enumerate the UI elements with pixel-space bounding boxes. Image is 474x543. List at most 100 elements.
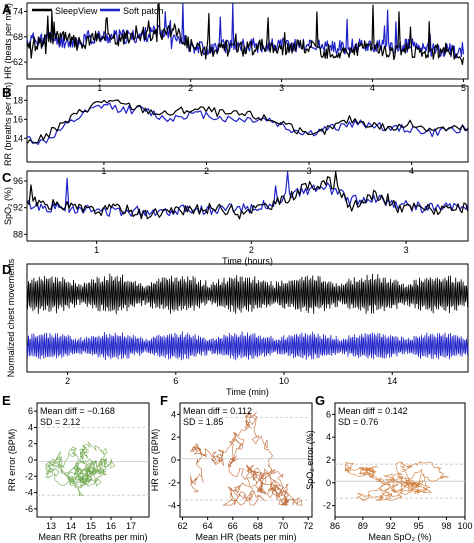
- series-line-sleepview: [26, 3, 465, 66]
- x-tick-label: 1: [94, 245, 99, 255]
- y-tick-label: 2: [28, 439, 33, 449]
- y-axis-label: HR (beats per min): [3, 3, 13, 79]
- y-tick-label: 18: [13, 95, 23, 105]
- bland-altman-points: [345, 461, 449, 501]
- y-tick-label: 62: [13, 57, 23, 67]
- y-axis-label: RR (breaths per min): [3, 82, 13, 166]
- bland-altman-points: [45, 441, 116, 497]
- series-line-sleepview: [26, 273, 469, 315]
- y-tick-label: 6: [326, 409, 331, 419]
- y-tick-label: 16: [13, 114, 23, 124]
- x-tick-label: 89: [358, 521, 368, 531]
- panel-e: 13 14 15 16 17 -6 -4 -2 0 2 4 6 RR error (BPM) Mean R…: [7, 402, 150, 542]
- x-tick-label: 68: [253, 521, 263, 531]
- x-tick-label: 6: [173, 376, 178, 386]
- x-tick-label: 70: [278, 521, 288, 531]
- x-tick-label: 72: [303, 521, 313, 531]
- y-tick-label: -6: [25, 504, 33, 514]
- x-tick-label: 2: [188, 83, 193, 93]
- series-line-softpatch: [26, 331, 469, 361]
- y-axis-label: SpO₂ (%): [3, 187, 13, 225]
- y-tick-label: 4: [28, 422, 33, 432]
- y-tick-label: 2: [326, 455, 331, 465]
- panel-letter-d: D: [2, 262, 11, 277]
- legend-label-sleepview: SleepView: [55, 6, 98, 16]
- y-tick-label: 74: [13, 6, 23, 16]
- sd-label: SD = 1.85: [183, 417, 223, 427]
- y-tick-label: -2: [168, 478, 176, 488]
- x-axis-label: Mean HR (beats per min): [195, 532, 296, 542]
- series-line-softpatch: [26, 3, 465, 59]
- x-tick-label: 100: [457, 521, 472, 531]
- y-tick-label: -4: [25, 488, 33, 498]
- x-tick-label: 98: [441, 521, 451, 531]
- x-tick-label: 10: [279, 376, 289, 386]
- x-tick-label: 14: [66, 521, 76, 531]
- x-axis-label: Mean RR (breaths per min): [38, 532, 147, 542]
- y-axis-label: SpO₂ error (%): [305, 430, 315, 490]
- plot-frame-d: [26, 263, 469, 373]
- mean-diff-label: Mean diff = 0.142: [338, 406, 408, 416]
- plot-frame-b: [26, 85, 469, 163]
- series-line-softpatch: [26, 171, 469, 217]
- y-tick-label: 0: [171, 455, 176, 465]
- y-axis-label: HR error (BPM): [150, 429, 160, 492]
- sd-label: SD = 0.76: [338, 417, 378, 427]
- x-tick-label: 3: [404, 245, 409, 255]
- x-tick-label: 14: [387, 376, 397, 386]
- x-tick-label: 15: [86, 521, 96, 531]
- x-tick-label: 13: [46, 521, 56, 531]
- panel-letter-f: F: [160, 393, 168, 408]
- x-tick-label: 1: [97, 83, 102, 93]
- y-tick-label: 68: [13, 32, 23, 42]
- y-tick-label: 92: [13, 203, 23, 213]
- y-axis-label: Normalized chest movements: [6, 258, 16, 377]
- mean-diff-label: Mean diff = −0.168: [40, 406, 115, 416]
- legend-label-softpatch: Soft patch: [123, 6, 164, 16]
- x-tick-label: 86: [330, 521, 340, 531]
- x-axis-label: Mean SpO₂ (%): [368, 532, 431, 542]
- panel-letter-b: B: [2, 85, 11, 100]
- bland-altman-points: [189, 411, 303, 506]
- y-tick-label: -2: [323, 501, 331, 511]
- x-tick-label: 5: [461, 83, 466, 93]
- y-tick-label: 14: [13, 133, 23, 143]
- series-line-sleepview: [26, 99, 469, 145]
- y-tick-label: 88: [13, 229, 23, 239]
- panel-letter-c: C: [2, 170, 12, 185]
- x-axis-label: Time (min): [226, 387, 269, 397]
- panel-letter-g: G: [315, 393, 325, 408]
- x-tick-label: 62: [178, 521, 188, 531]
- y-axis-label: RR error (BPM): [7, 429, 17, 492]
- y-tick-label: -2: [25, 471, 33, 481]
- series-line-sleepview: [26, 171, 469, 220]
- x-tick-label: 64: [203, 521, 213, 531]
- mean-diff-label: Mean diff = 0.112: [183, 406, 252, 416]
- x-tick-label: 2: [249, 245, 254, 255]
- panel-g: 86 89 92 95 98 100 -2 0 2 4 6 SpO₂ error (%) Mean Sp…: [305, 402, 473, 542]
- sd-label: SD = 2.12: [40, 417, 80, 427]
- x-tick-label: 16: [106, 521, 116, 531]
- x-tick-label: 3: [279, 83, 284, 93]
- panel-d: 2 6 10 14 Normalized chest movements Time (mi…: [6, 258, 469, 397]
- x-tick-label: 95: [414, 521, 424, 531]
- panel-letter-a: A: [2, 2, 12, 17]
- x-axis-label: Time (hours): [222, 256, 273, 266]
- y-tick-label: -4: [168, 501, 176, 511]
- x-tick-label: 4: [370, 83, 375, 93]
- y-tick-label: 6: [28, 406, 33, 416]
- y-tick-label: 96: [13, 176, 23, 186]
- series-line-softpatch: [26, 102, 469, 145]
- y-tick-label: 2: [171, 432, 176, 442]
- x-tick-label: 17: [126, 521, 136, 531]
- y-tick-label: 4: [326, 432, 331, 442]
- x-tick-label: 92: [386, 521, 396, 531]
- y-tick-label: 0: [326, 478, 331, 488]
- panel-letter-e: E: [2, 393, 11, 408]
- y-tick-label: 0: [28, 455, 33, 465]
- x-tick-label: 2: [65, 376, 70, 386]
- legend: SleepView Soft patch: [32, 6, 164, 16]
